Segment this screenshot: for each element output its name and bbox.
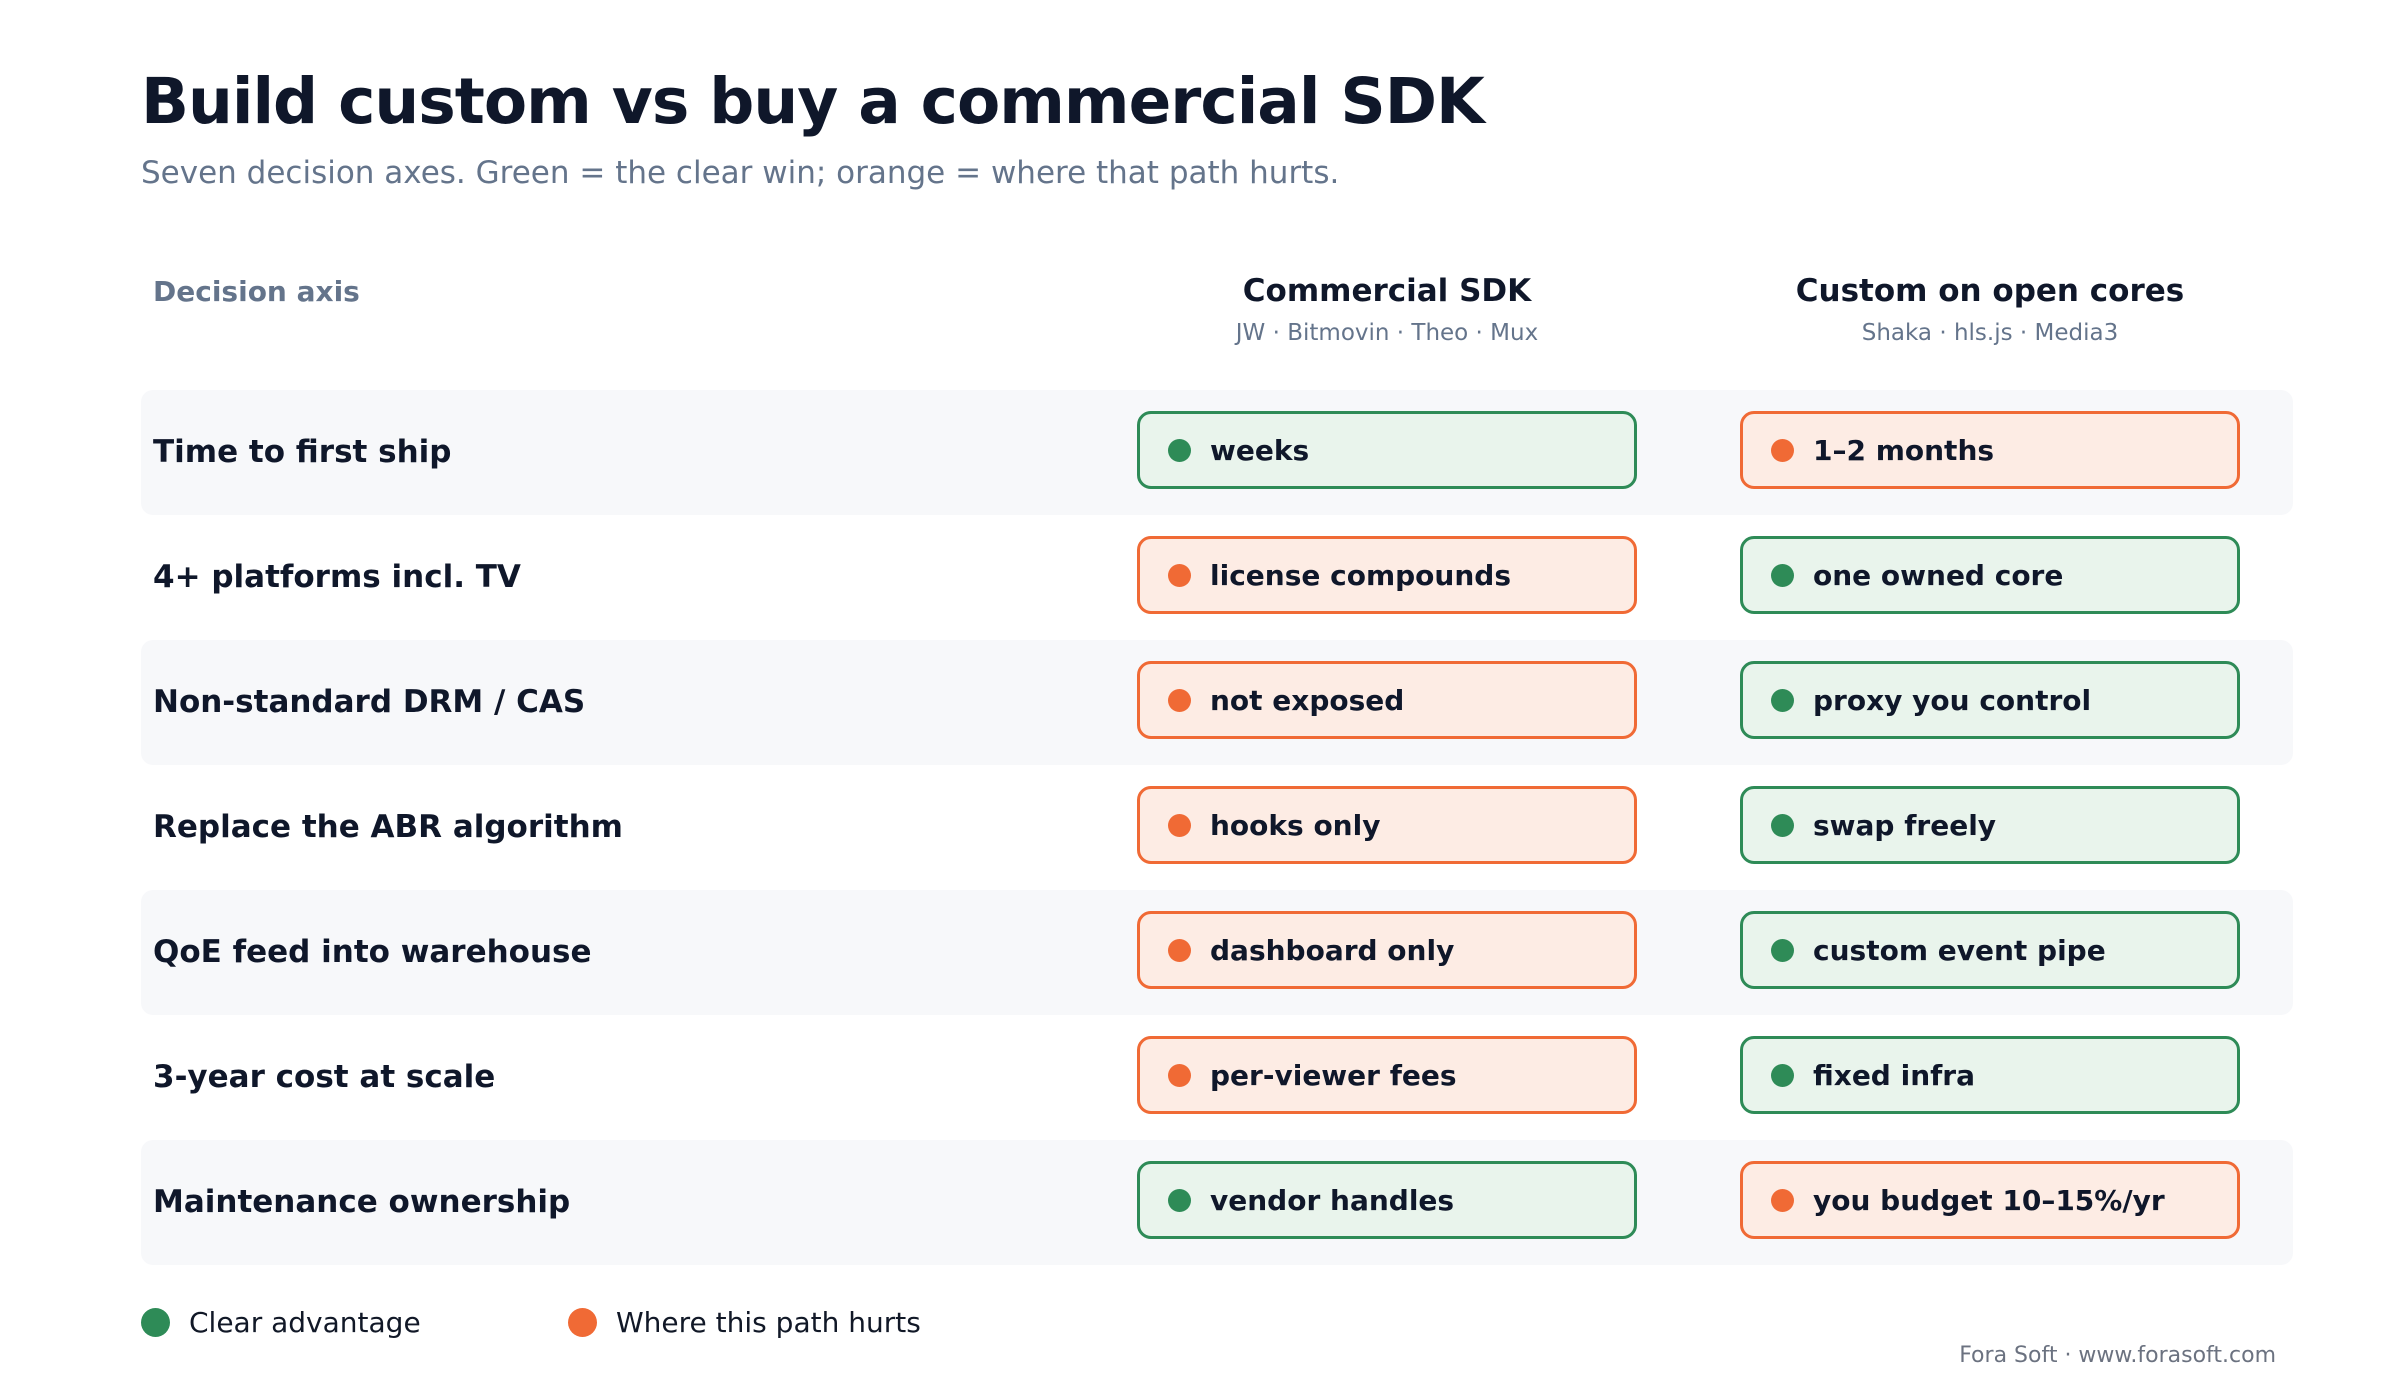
table-row: Replace the ABR algorithm hooks only swa…	[141, 765, 2293, 890]
cell-text: vendor handles	[1210, 1183, 1455, 1217]
status-dot-icon	[1771, 813, 1794, 837]
page-subtitle: Seven decision axes. Green = the clear w…	[141, 155, 1340, 191]
cell-text: one owned core	[1813, 558, 2064, 592]
custom-open-cores-cell: fixed infra	[1740, 1036, 2240, 1114]
status-dot-icon	[1168, 438, 1191, 462]
status-dot-icon	[1771, 1063, 1794, 1087]
legend-item-path-hurts: Where this path hurts	[568, 1302, 921, 1342]
custom-open-cores-cell: proxy you control	[1740, 661, 2240, 739]
legend-label: Where this path hurts	[616, 1305, 921, 1339]
legend-label: Clear advantage	[189, 1305, 421, 1339]
cell-text: hooks only	[1210, 808, 1381, 842]
cell-text: fixed infra	[1813, 1058, 1976, 1092]
row-axis-label: Replace the ABR algorithm	[153, 809, 623, 845]
row-axis-label: 4+ platforms incl. TV	[153, 559, 521, 595]
orange-dot-icon	[568, 1307, 597, 1337]
footer-credit: Fora Soft · www.forasoft.com	[1959, 1343, 2276, 1368]
commercial-sdk-vendors: JW · Bitmovin · Theo · Mux	[1235, 320, 1539, 346]
custom-open-cores-cell: one owned core	[1740, 536, 2240, 614]
table-row: 4+ platforms incl. TV license compounds …	[141, 515, 2293, 640]
commercial-sdk-cell: vendor handles	[1137, 1161, 1637, 1239]
cell-text: swap freely	[1813, 808, 1997, 842]
table-row: Time to first ship weeks 1–2 months	[141, 390, 2293, 515]
table-row: 3-year cost at scale per-viewer fees fix…	[141, 1015, 2293, 1140]
commercial-sdk-cell: weeks	[1137, 411, 1637, 489]
custom-open-cores-cell: custom event pipe	[1740, 911, 2240, 989]
table-row: Non-standard DRM / CAS not exposed proxy…	[141, 640, 2293, 765]
cell-text: 1–2 months	[1813, 433, 1995, 467]
custom-open-cores-vendors: Shaka · hls.js · Media3	[1861, 320, 2119, 346]
row-axis-label: 3-year cost at scale	[153, 1059, 496, 1095]
cell-text: dashboard only	[1210, 933, 1455, 967]
status-dot-icon	[1168, 563, 1191, 587]
cell-text: weeks	[1210, 433, 1310, 467]
commercial-sdk-cell: per-viewer fees	[1137, 1036, 1637, 1114]
comparison-table: Time to first ship weeks 1–2 months 4+ p…	[141, 390, 2293, 1265]
commercial-sdk-cell: dashboard only	[1137, 911, 1637, 989]
status-dot-icon	[1168, 813, 1191, 837]
cell-text: license compounds	[1210, 558, 1511, 592]
status-dot-icon	[1168, 938, 1191, 962]
table-row: QoE feed into warehouse dashboard only c…	[141, 890, 2293, 1015]
status-dot-icon	[1168, 1188, 1191, 1212]
commercial-sdk-title: Commercial SDK	[1242, 273, 1532, 309]
status-dot-icon	[1771, 563, 1794, 587]
cell-text: not exposed	[1210, 683, 1405, 717]
status-dot-icon	[1168, 688, 1191, 712]
status-dot-icon	[1168, 1063, 1191, 1087]
cell-text: per-viewer fees	[1210, 1058, 1457, 1092]
status-dot-icon	[1771, 1188, 1794, 1212]
custom-open-cores-cell: 1–2 months	[1740, 411, 2240, 489]
commercial-sdk-cell: license compounds	[1137, 536, 1637, 614]
cell-text: custom event pipe	[1813, 933, 2106, 967]
status-dot-icon	[1771, 438, 1794, 462]
decision-axis-header: Decision axis	[153, 275, 360, 308]
row-axis-label: Non-standard DRM / CAS	[153, 684, 586, 720]
cell-text: proxy you control	[1813, 683, 2092, 717]
commercial-sdk-column-header: Commercial SDK JW · Bitmovin · Theo · Mu…	[1127, 270, 1647, 350]
legend-item-clear-advantage: Clear advantage	[141, 1302, 421, 1342]
custom-open-cores-title: Custom on open cores	[1795, 273, 2185, 309]
green-dot-icon	[141, 1307, 170, 1337]
table-row: Maintenance ownership vendor handles you…	[141, 1140, 2293, 1265]
row-axis-label: Maintenance ownership	[153, 1184, 571, 1220]
row-axis-label: QoE feed into warehouse	[153, 934, 592, 970]
custom-open-cores-cell: swap freely	[1740, 786, 2240, 864]
commercial-sdk-cell: hooks only	[1137, 786, 1637, 864]
cell-text: you budget 10–15%/yr	[1813, 1183, 2165, 1217]
status-dot-icon	[1771, 938, 1794, 962]
custom-open-cores-column-header: Custom on open cores Shaka · hls.js · Me…	[1730, 270, 2250, 350]
custom-open-cores-cell: you budget 10–15%/yr	[1740, 1161, 2240, 1239]
row-axis-label: Time to first ship	[153, 434, 452, 470]
page-title: Build custom vs buy a commercial SDK	[141, 65, 1485, 138]
commercial-sdk-cell: not exposed	[1137, 661, 1637, 739]
status-dot-icon	[1771, 688, 1794, 712]
